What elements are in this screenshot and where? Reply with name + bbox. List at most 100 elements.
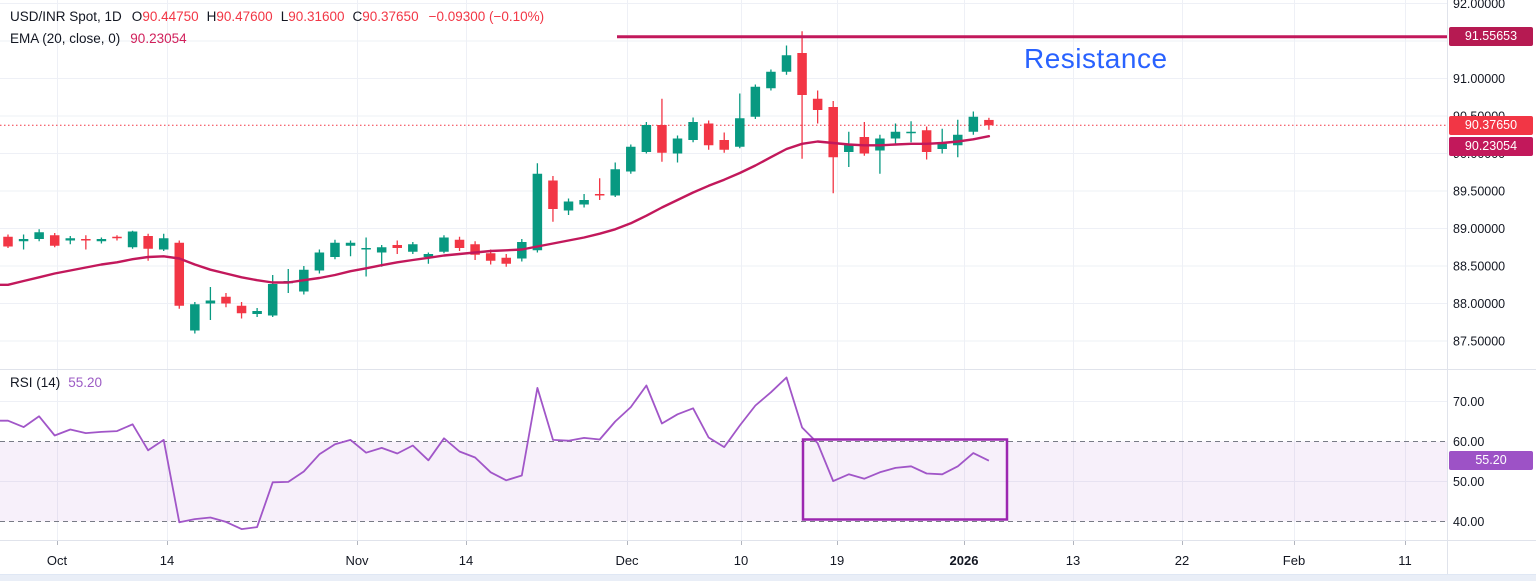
ema-line[interactable] [0,135,991,286]
candle-body [626,146,636,172]
time-axis-label: Feb [1283,553,1305,568]
candle-body [127,231,138,248]
rsi-axis-label: 50.00 [1453,475,1484,489]
price-axis-label: 87.50000 [1453,335,1505,349]
candle-body [501,257,511,264]
candle-body [921,130,932,152]
candle-body [906,131,916,134]
candle-body [18,239,29,242]
rsi-indicator-label[interactable]: RSI (14) [10,375,61,390]
open-value: 90.44750 [142,9,199,24]
candle-body [376,247,387,253]
ema-indicator-value: 90.23054 [130,31,187,46]
candle-body [81,239,91,241]
resistance-price-badge: 91.55653 [1449,27,1533,46]
candle-body [454,239,465,248]
rsi-axis-label: 70.00 [1453,395,1484,409]
candle-body [236,305,247,314]
rsi-axis-label: 40.00 [1453,515,1484,529]
candle-body [96,239,107,242]
candle-body [439,237,449,252]
rsi-indicator-value: 55.20 [68,375,103,390]
candle-body [735,118,745,147]
symbol-title[interactable]: USD/INR Spot, 1D [10,9,122,24]
high-label: H [206,9,217,24]
time-axis-label: 13 [1066,553,1080,568]
candle-body [143,236,153,249]
candle-body [688,122,698,140]
candle-body [252,311,262,314]
candle-body [766,71,776,89]
candle-body [65,238,76,241]
candle-body [3,236,13,247]
candle-body [657,125,667,153]
rsi-value-badge: 55.20 [1449,451,1533,470]
candle-body [112,236,122,239]
price-axis-label: 91.00000 [1453,72,1505,86]
candle-body [361,248,371,250]
rsi-legend: RSI (14) 55.20 [10,375,102,390]
candle-body [408,244,418,252]
candle-body [812,98,823,110]
time-axis[interactable]: Oct 14 Nov 14 Dec 10 19 2026 13 22 Feb 11 [47,541,1412,568]
candle-body [984,119,994,126]
change-value: −0.09300 (−0.10%) [428,9,545,24]
candle-body [844,143,854,152]
candle-body [49,235,60,246]
candle-body [267,284,278,316]
resistance-annotation[interactable]: Resistance [1024,43,1168,74]
candle-body [470,244,480,255]
open-label: O [131,9,143,24]
time-axis-label: 2026 [950,553,979,568]
time-axis-label: 11 [1398,553,1412,568]
price-axis[interactable]: 92.0000091.0000090.5000090.0000089.50000… [1453,0,1505,529]
candle-body [392,245,402,248]
low-label: L [280,9,289,24]
candle-body [953,134,963,146]
candle-body [610,169,620,196]
close-label: C [352,9,363,24]
candle-body [719,140,729,150]
rsi-range-box[interactable] [801,438,1009,521]
time-axis-label: Dec [615,553,639,568]
time-axis-label: 19 [830,553,844,568]
ema-price-badge: 90.23054 [1449,137,1533,156]
candle-body [174,242,185,306]
candle-body [890,131,901,139]
candle-body [937,143,947,149]
candle-body [423,254,434,257]
candle-body [158,238,169,250]
candles[interactable] [3,31,994,334]
time-axis-label: 14 [160,553,174,568]
candle-body [579,200,589,205]
candle-body [750,86,761,117]
rsi-line[interactable] [0,376,990,530]
ema-indicator-label[interactable]: EMA (20, close, 0) [10,31,121,46]
candle-body [314,252,325,271]
time-axis-label: Oct [47,553,68,568]
time-axis-label: 10 [734,553,748,568]
price-axis-label: 88.50000 [1453,260,1505,274]
candle-body [703,123,714,146]
candle-body [672,138,683,154]
candle-body [563,201,574,211]
rsi-axis-label: 60.00 [1453,435,1484,449]
candle-body [345,242,356,246]
high-value: 90.47600 [216,9,273,24]
grid-lines [0,0,1447,540]
candle-body [485,253,496,261]
candle-body [190,304,200,331]
symbol-legend: USD/INR Spot, 1D O 90.44750 H 90.47600 L… [10,6,544,50]
candle-body [330,242,340,257]
price-axis-label: 89.00000 [1453,222,1505,236]
close-value: 90.37650 [362,9,419,24]
last-price-badge: 90.37650 [1449,116,1533,135]
candle-body [968,116,979,132]
bottom-edge-strip [0,574,1536,581]
time-axis-label: 22 [1175,553,1189,568]
time-axis-label: Nov [345,553,369,568]
candle-body [205,300,216,304]
candle-body [781,55,792,72]
